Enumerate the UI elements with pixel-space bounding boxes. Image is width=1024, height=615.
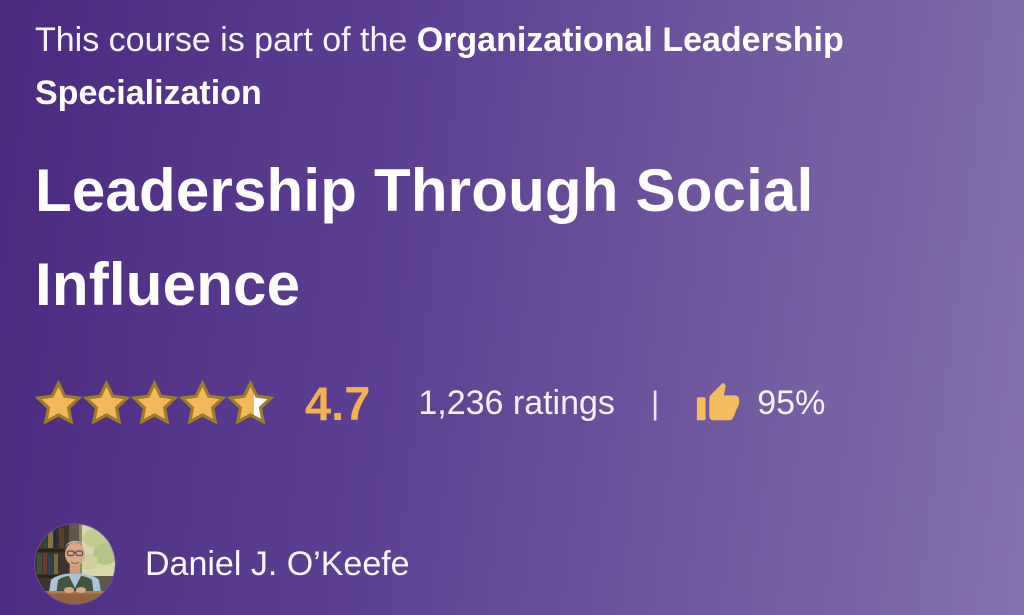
specialization-eyebrow: This course is part of the Organizationa… bbox=[35, 14, 855, 120]
eyebrow-prefix: This course is part of the bbox=[35, 21, 417, 59]
instructor-avatar bbox=[35, 524, 115, 604]
star-half-icon bbox=[226, 379, 275, 427]
star-rating bbox=[34, 379, 275, 427]
specialization-link[interactable]: Organizational Leadership Specialization bbox=[35, 21, 844, 112]
ratings-count: 1,236 ratings bbox=[418, 384, 615, 422]
rating-row: 4.7 1,236 ratings | 95% bbox=[34, 372, 989, 434]
star-icon bbox=[82, 379, 131, 427]
rating-score: 4.7 bbox=[305, 376, 371, 430]
star-icon bbox=[178, 379, 227, 427]
instructor-name[interactable]: Daniel J. O’Keefe bbox=[145, 545, 410, 583]
thumbs-up-percent: 95% bbox=[757, 384, 826, 422]
thumbs-up-icon bbox=[695, 380, 741, 426]
course-title: Leadership Through Social Influence bbox=[35, 157, 814, 318]
divider: | bbox=[650, 385, 660, 421]
star-icon bbox=[34, 379, 83, 427]
instructor-row: Daniel J. O’Keefe bbox=[35, 524, 989, 604]
star-icon bbox=[130, 379, 179, 427]
